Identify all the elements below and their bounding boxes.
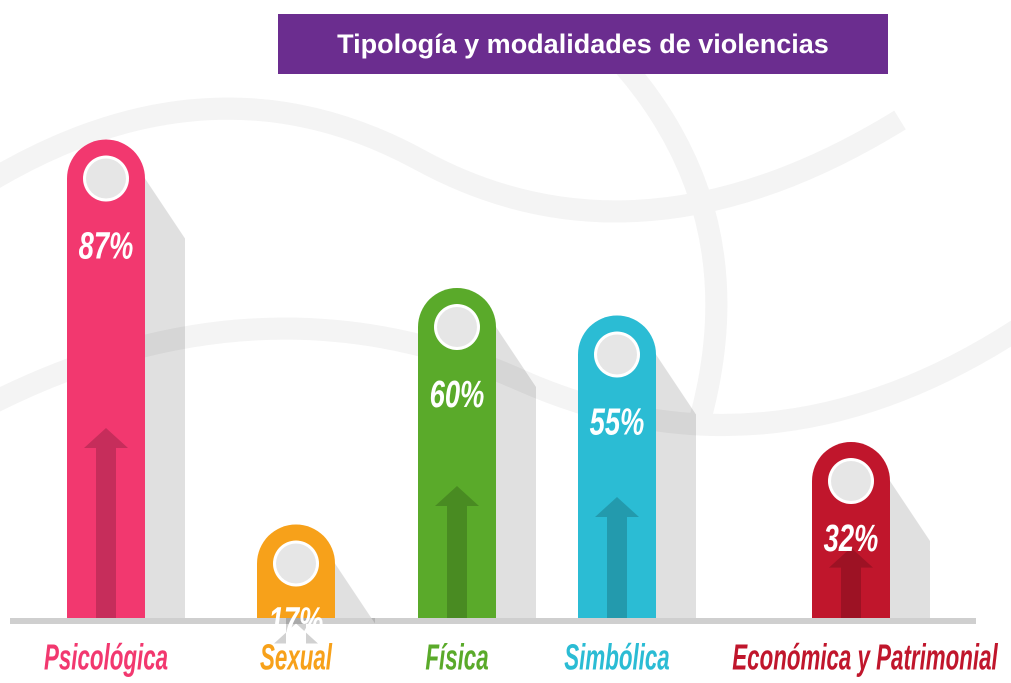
bar-cap — [597, 334, 637, 375]
bar-cap — [437, 307, 477, 347]
category-label: Física — [425, 637, 488, 678]
bar-arrow — [829, 547, 873, 618]
bar-arrow — [595, 497, 639, 618]
bar — [418, 288, 496, 618]
category-label: Sexual — [260, 637, 333, 678]
bar-shadow — [496, 327, 536, 618]
bar-cap — [276, 543, 316, 584]
bar-arrow — [274, 618, 318, 644]
bar — [578, 315, 656, 618]
bar-shadow — [656, 354, 696, 618]
bar-cap — [86, 158, 126, 199]
bar-shadow — [890, 481, 930, 618]
value-label: 60% — [430, 374, 485, 416]
chart-title: Tipología y modalidades de violencias — [337, 29, 829, 59]
bar — [67, 139, 145, 618]
category-label: Económica y Patrimonial — [732, 637, 998, 678]
baseline — [10, 618, 976, 624]
value-label: 87% — [79, 226, 134, 268]
bar-arrow — [84, 428, 128, 618]
category-label: Psicológica — [44, 637, 168, 678]
value-label: 17% — [269, 601, 324, 643]
category-label: Simbólica — [564, 637, 669, 678]
bar-shadow — [335, 563, 375, 624]
value-label: 55% — [590, 402, 645, 444]
bar-cap — [831, 461, 871, 501]
title-banner — [278, 14, 888, 74]
bar-shadow — [145, 178, 185, 618]
bar-arrow — [435, 486, 479, 618]
value-label: 32% — [824, 518, 879, 560]
